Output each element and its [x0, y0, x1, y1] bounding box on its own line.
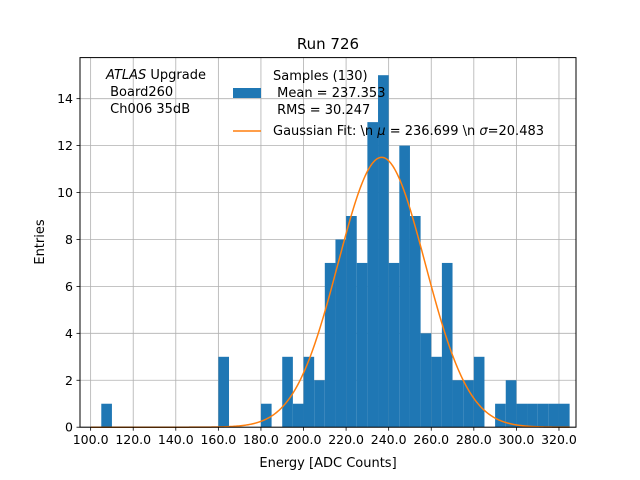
x-tick-label: 260.0 — [413, 432, 449, 447]
x-tick-label: 280.0 — [456, 432, 492, 447]
histogram-bar — [314, 380, 325, 428]
histogram-bar — [452, 380, 464, 428]
histogram-bar — [101, 403, 112, 428]
legend-mean-label: Mean = 237.353 — [273, 86, 385, 101]
x-tick-label: 140.0 — [158, 432, 194, 447]
chart-title: Run 726 — [297, 35, 359, 53]
histogram-bar — [527, 403, 538, 428]
x-tick-label: 220.0 — [328, 432, 364, 447]
x-tick-label: 240.0 — [371, 432, 407, 447]
histogram-bar — [346, 216, 357, 428]
histogram-bar — [292, 403, 304, 428]
histogram-bar — [367, 122, 379, 428]
y-tick-label: 12 — [57, 138, 73, 153]
x-tick-label: 120.0 — [115, 432, 151, 447]
y-tick-label: 0 — [65, 420, 73, 435]
x-tick-label: 100.0 — [73, 432, 109, 447]
histogram-bar — [431, 356, 442, 428]
y-tick-label: 8 — [65, 232, 73, 247]
legend: Samples (130) Mean = 237.353 RMS = 30.24… — [233, 69, 544, 139]
x-axis-ticks: 100.0 120.0 140.0 160.0 180.0 200.0 220.0 240.0… — [73, 427, 577, 447]
y-tick-label: 6 — [65, 279, 73, 294]
x-axis-title: Energy [ADC Counts] — [259, 456, 396, 471]
fit-sigma-symbol: σ — [479, 124, 488, 139]
histogram-bars — [101, 75, 570, 428]
histogram-bar — [260, 403, 272, 428]
y-tick-label: 4 — [65, 326, 73, 341]
histogram-bar — [463, 380, 474, 428]
x-tick-label: 180.0 — [243, 432, 279, 447]
histogram-bar — [495, 403, 506, 428]
histogram-bar — [558, 403, 570, 428]
legend-histogram-swatch — [233, 88, 261, 98]
histogram-bar — [505, 380, 517, 428]
histogram-bar — [378, 75, 389, 428]
x-tick-label: 160.0 — [200, 432, 236, 447]
annotation-line-2: Board260 — [106, 85, 173, 100]
fit-mu-value: = 236.699 \n — [386, 124, 480, 139]
x-tick-label: 300.0 — [498, 432, 534, 447]
y-axis-ticks: 0 2 4 6 8 10 12 14 — [57, 91, 80, 435]
histogram-bar — [218, 356, 230, 428]
histogram-bar — [537, 403, 549, 428]
legend-fit-label: Gaussian Fit: \n μ = 236.699 \n σ=20.483 — [273, 124, 544, 139]
x-tick-label: 320.0 — [541, 432, 577, 447]
y-tick-label: 14 — [57, 91, 73, 106]
histogram-bar — [399, 145, 410, 428]
fit-label-prefix: Gaussian Fit: \n — [273, 124, 377, 139]
histogram-bar — [356, 262, 368, 428]
y-tick-label: 10 — [57, 185, 73, 200]
legend-histogram-label: Samples (130) — [273, 69, 368, 84]
histogram-bar — [409, 216, 421, 428]
atlas-annotation: ATLAS Upgrade Board260 Ch006 35dB — [105, 68, 206, 117]
annotation-line-1: ATLAS Upgrade — [105, 68, 206, 83]
histogram-bar — [335, 239, 347, 428]
histogram-bar — [420, 333, 432, 428]
histogram-bar — [282, 356, 293, 428]
y-tick-label: 2 — [65, 373, 73, 388]
atlas-italic-label: ATLAS — [105, 68, 146, 83]
y-axis-title: Entries — [33, 219, 48, 265]
histogram-bar — [473, 356, 485, 428]
legend-rms-label: RMS = 30.247 — [273, 103, 370, 118]
histogram-bar — [303, 356, 315, 428]
histogram-bar — [324, 262, 336, 428]
histogram-bar — [388, 262, 400, 428]
x-tick-label: 200.0 — [286, 432, 322, 447]
histogram-bar — [441, 262, 453, 428]
fit-mu-symbol: μ — [376, 124, 385, 139]
histogram-bar — [548, 403, 559, 428]
histogram-bar — [516, 403, 528, 428]
upgrade-label: Upgrade — [146, 68, 206, 83]
annotation-line-3: Ch006 35dB — [106, 102, 190, 117]
fit-sigma-value: =20.483 — [488, 124, 544, 139]
plot-frame — [79, 57, 577, 428]
